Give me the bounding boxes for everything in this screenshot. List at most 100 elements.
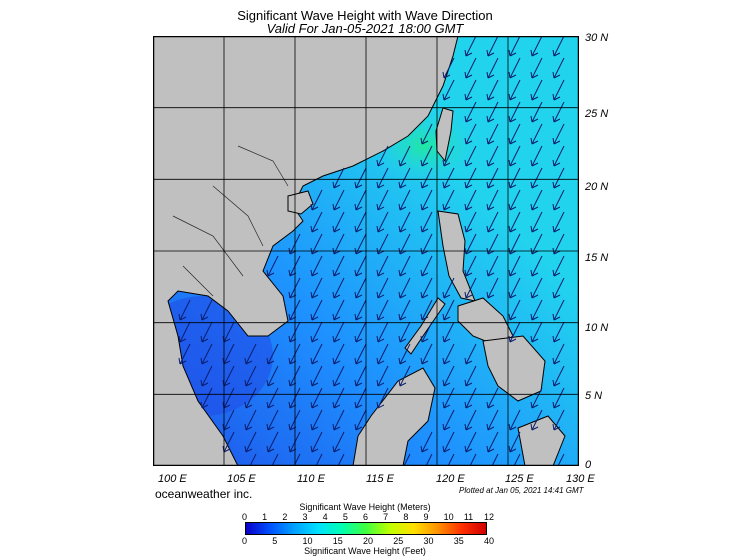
- wave-direction-arrow: [200, 343, 213, 365]
- wave-direction-arrow: [442, 321, 455, 343]
- feet-tick-20: 20: [363, 536, 374, 546]
- wave-direction-arrow: [244, 409, 257, 431]
- wave-direction-arrow: [464, 365, 477, 387]
- wave-direction-arrow: [557, 453, 565, 466]
- wave-direction-arrow: [310, 409, 323, 431]
- lon-label-105e: 105 E: [227, 473, 256, 485]
- lat-label-10n: 10 N: [585, 322, 609, 334]
- wave-direction-arrow: [530, 189, 543, 211]
- country-border-1: [237, 145, 289, 187]
- lat-label-25n: 25 N: [585, 108, 609, 120]
- lat-label-30n: 30 N: [585, 32, 609, 44]
- country-border-3: [172, 215, 244, 277]
- lat-label-15n: 15 N: [585, 252, 609, 264]
- wave-direction-arrow: [486, 255, 499, 277]
- wave-direction-arrow: [354, 211, 367, 233]
- wave-direction-arrow: [403, 453, 411, 466]
- wave-direction-arrow: [310, 321, 323, 343]
- wave-direction-arrow: [310, 365, 323, 387]
- wave-direction-arrow: [552, 211, 565, 233]
- wave-direction-arrow: [249, 453, 257, 466]
- wave-direction-arrow: [332, 409, 345, 431]
- wave-direction-arrow: [552, 57, 565, 79]
- wave-direction-arrow: [244, 431, 257, 453]
- wave-direction-arrow: [420, 145, 433, 167]
- wave-direction-arrow: [508, 321, 521, 343]
- wave-direction-arrow: [332, 321, 345, 343]
- mindanao-island: [482, 335, 546, 402]
- wave-direction-arrow: [420, 167, 433, 189]
- meter-tick-9: 9: [423, 512, 429, 522]
- wave-direction-arrow: [464, 211, 477, 233]
- lon-label-110e: 110 E: [297, 473, 325, 485]
- wave-direction-arrow: [354, 167, 367, 189]
- lat-label-0: 0: [585, 459, 592, 471]
- wave-direction-arrow: [200, 365, 213, 387]
- wave-direction-arrow: [398, 321, 411, 343]
- wave-direction-arrow: [552, 343, 565, 365]
- wave-direction-arrow: [486, 431, 499, 453]
- wave-direction-arrow: [376, 189, 389, 211]
- wave-direction-arrow: [376, 343, 389, 365]
- colorbar: [245, 522, 487, 535]
- wave-direction-arrow: [464, 167, 477, 189]
- wave-direction-arrow: [486, 57, 499, 79]
- colorbar-title-meters: Significant Wave Height (Meters): [299, 502, 431, 512]
- wave-direction-arrow: [178, 299, 191, 321]
- borneo-island: [352, 367, 436, 466]
- meter-tick-0: 0: [242, 512, 248, 522]
- wave-direction-arrow: [508, 409, 521, 431]
- taiwan-island: [435, 107, 454, 163]
- wave-direction-arrow: [464, 255, 477, 277]
- wave-direction-arrow: [491, 453, 499, 466]
- wave-direction-arrow: [486, 79, 499, 101]
- wave-direction-arrow: [442, 387, 455, 409]
- wave-direction-arrow: [486, 211, 499, 233]
- wave-direction-arrow: [464, 79, 477, 101]
- wave-direction-arrow: [266, 365, 279, 387]
- lon-label-120e: 120 E: [436, 473, 465, 485]
- plotted-timestamp: Plotted at Jan 05, 2021 14:41 GMT: [459, 486, 584, 495]
- wave-direction-arrow: [244, 365, 257, 387]
- wave-direction-arrow: [552, 79, 565, 101]
- wave-direction-arrow: [200, 387, 213, 409]
- wave-direction-arrow: [530, 123, 543, 145]
- wave-direction-arrow: [332, 431, 345, 453]
- wave-direction-arrow: [354, 343, 367, 365]
- lat-label-20n: 20 N: [585, 181, 609, 193]
- wave-direction-arrow: [337, 453, 345, 466]
- wave-direction-arrow: [486, 189, 499, 211]
- wave-direction-arrow: [508, 299, 521, 321]
- wave-direction-arrow: [200, 321, 213, 343]
- wave-direction-arrow: [530, 36, 543, 57]
- wave-direction-arrow: [332, 343, 345, 365]
- wave-direction-arrow: [508, 277, 521, 299]
- wave-direction-arrow: [530, 255, 543, 277]
- wave-direction-arrow: [442, 167, 455, 189]
- wave-direction-arrow: [332, 365, 345, 387]
- wave-direction-arrow: [508, 431, 521, 453]
- wave-direction-arrow: [530, 57, 543, 79]
- wave-direction-arrow: [354, 255, 367, 277]
- wave-direction-arrow: [530, 79, 543, 101]
- wave-direction-arrow: [332, 167, 345, 189]
- wave-direction-arrow: [266, 431, 279, 453]
- wave-direction-arrow: [552, 145, 565, 167]
- wave-direction-arrow: [552, 321, 565, 343]
- country-border-2: [212, 185, 264, 247]
- wave-direction-arrow: [442, 57, 455, 79]
- wave-direction-arrow: [200, 299, 213, 321]
- wave-direction-arrow: [420, 431, 433, 453]
- wave-direction-arrow: [464, 277, 477, 299]
- wave-direction-arrow: [354, 321, 367, 343]
- wave-direction-arrow: [530, 277, 543, 299]
- wave-direction-arrow: [178, 343, 191, 365]
- wave-direction-arrow: [332, 387, 345, 409]
- wave-direction-arrow: [398, 299, 411, 321]
- wave-direction-arrow: [508, 36, 521, 57]
- wave-direction-arrow: [332, 299, 345, 321]
- wave-direction-arrow: [332, 277, 345, 299]
- feet-tick-30: 30: [423, 536, 434, 546]
- wave-direction-arrow: [486, 36, 499, 57]
- meter-tick-8: 8: [403, 512, 409, 522]
